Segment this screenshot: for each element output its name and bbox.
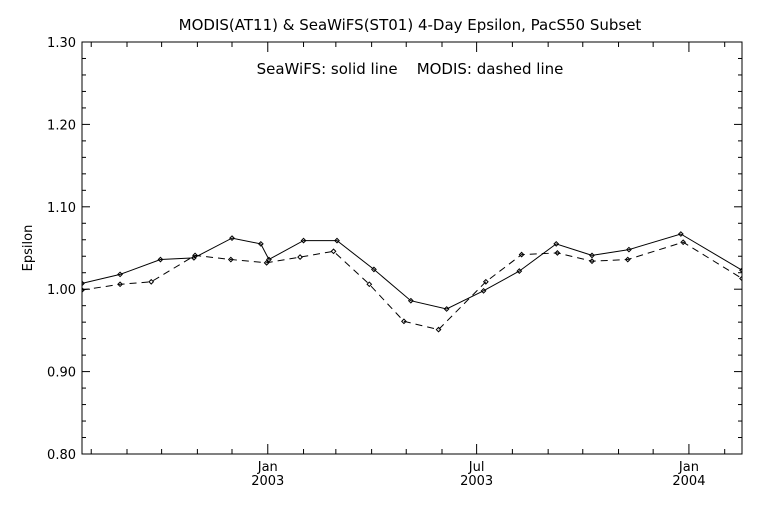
seawifs-point	[626, 246, 632, 253]
y-tick-label: 1.20	[47, 118, 76, 133]
seawifs-point	[480, 287, 487, 294]
modis-point	[330, 248, 337, 255]
plot-frame	[81, 41, 743, 455]
seawifs-series	[82, 231, 742, 312]
x-tick-year: 2003	[460, 474, 493, 489]
seawifs-point	[677, 231, 684, 237]
legend-annotation: SeaWiFS: solid line MODIS: dashed line	[257, 60, 564, 78]
modis-series	[82, 239, 742, 333]
seawifs-point	[117, 271, 123, 278]
y-axis-label: Epsilon	[21, 225, 36, 272]
seawifs-point	[82, 280, 85, 287]
seawifs-point	[371, 266, 377, 273]
seawifs-point	[589, 252, 595, 259]
modis-point	[589, 258, 595, 265]
modis-point	[482, 278, 489, 285]
x-tick-year: 2004	[672, 474, 705, 489]
modis-point	[680, 239, 687, 246]
modis-point	[82, 287, 85, 293]
seawifs-point	[516, 268, 523, 274]
seawifs-point	[229, 235, 235, 242]
modis-point	[148, 278, 155, 285]
seawifs-point	[443, 306, 450, 312]
seawifs-point	[257, 240, 264, 247]
modis-point	[518, 251, 525, 258]
modis-point	[435, 326, 442, 333]
seawifs-point	[300, 237, 307, 244]
modis-point	[554, 250, 561, 256]
modis-point	[739, 275, 742, 282]
chart-title: MODIS(AT11) & SeaWiFS(ST01) 4-Day Epsilo…	[179, 16, 642, 34]
modis-line	[82, 241, 742, 331]
y-tick-label: 1.10	[47, 201, 76, 216]
y-tick-label: 1.30	[47, 36, 76, 51]
x-tick-label: Jul	[468, 460, 485, 475]
seawifs-point	[266, 256, 272, 263]
seawifs-point	[334, 237, 340, 244]
modis-point	[192, 252, 198, 259]
y-axis: 0.80 0.90 1.00 1.10 1.20 1.30	[47, 36, 742, 463]
y-tick-label: 0.80	[47, 448, 76, 463]
seawifs-point	[407, 297, 414, 304]
y-tick-label: 0.90	[47, 366, 76, 381]
modis-point	[366, 281, 373, 288]
seawifs-point	[157, 256, 164, 263]
seawifs-point	[553, 240, 560, 247]
seawifs-line	[82, 233, 742, 310]
x-tick-label: Jan	[257, 460, 278, 475]
modis-point	[401, 318, 407, 325]
modis-point	[117, 281, 123, 288]
modis-point	[263, 259, 270, 266]
x-tick-year: 2003	[251, 474, 284, 489]
modis-point	[297, 254, 303, 260]
seawifs-point	[739, 267, 742, 274]
y-tick-label: 1.00	[47, 283, 76, 298]
plot-area	[82, 231, 742, 333]
modis-point	[227, 256, 234, 263]
modis-point	[624, 256, 631, 263]
x-tick-label: Jan	[678, 460, 699, 475]
